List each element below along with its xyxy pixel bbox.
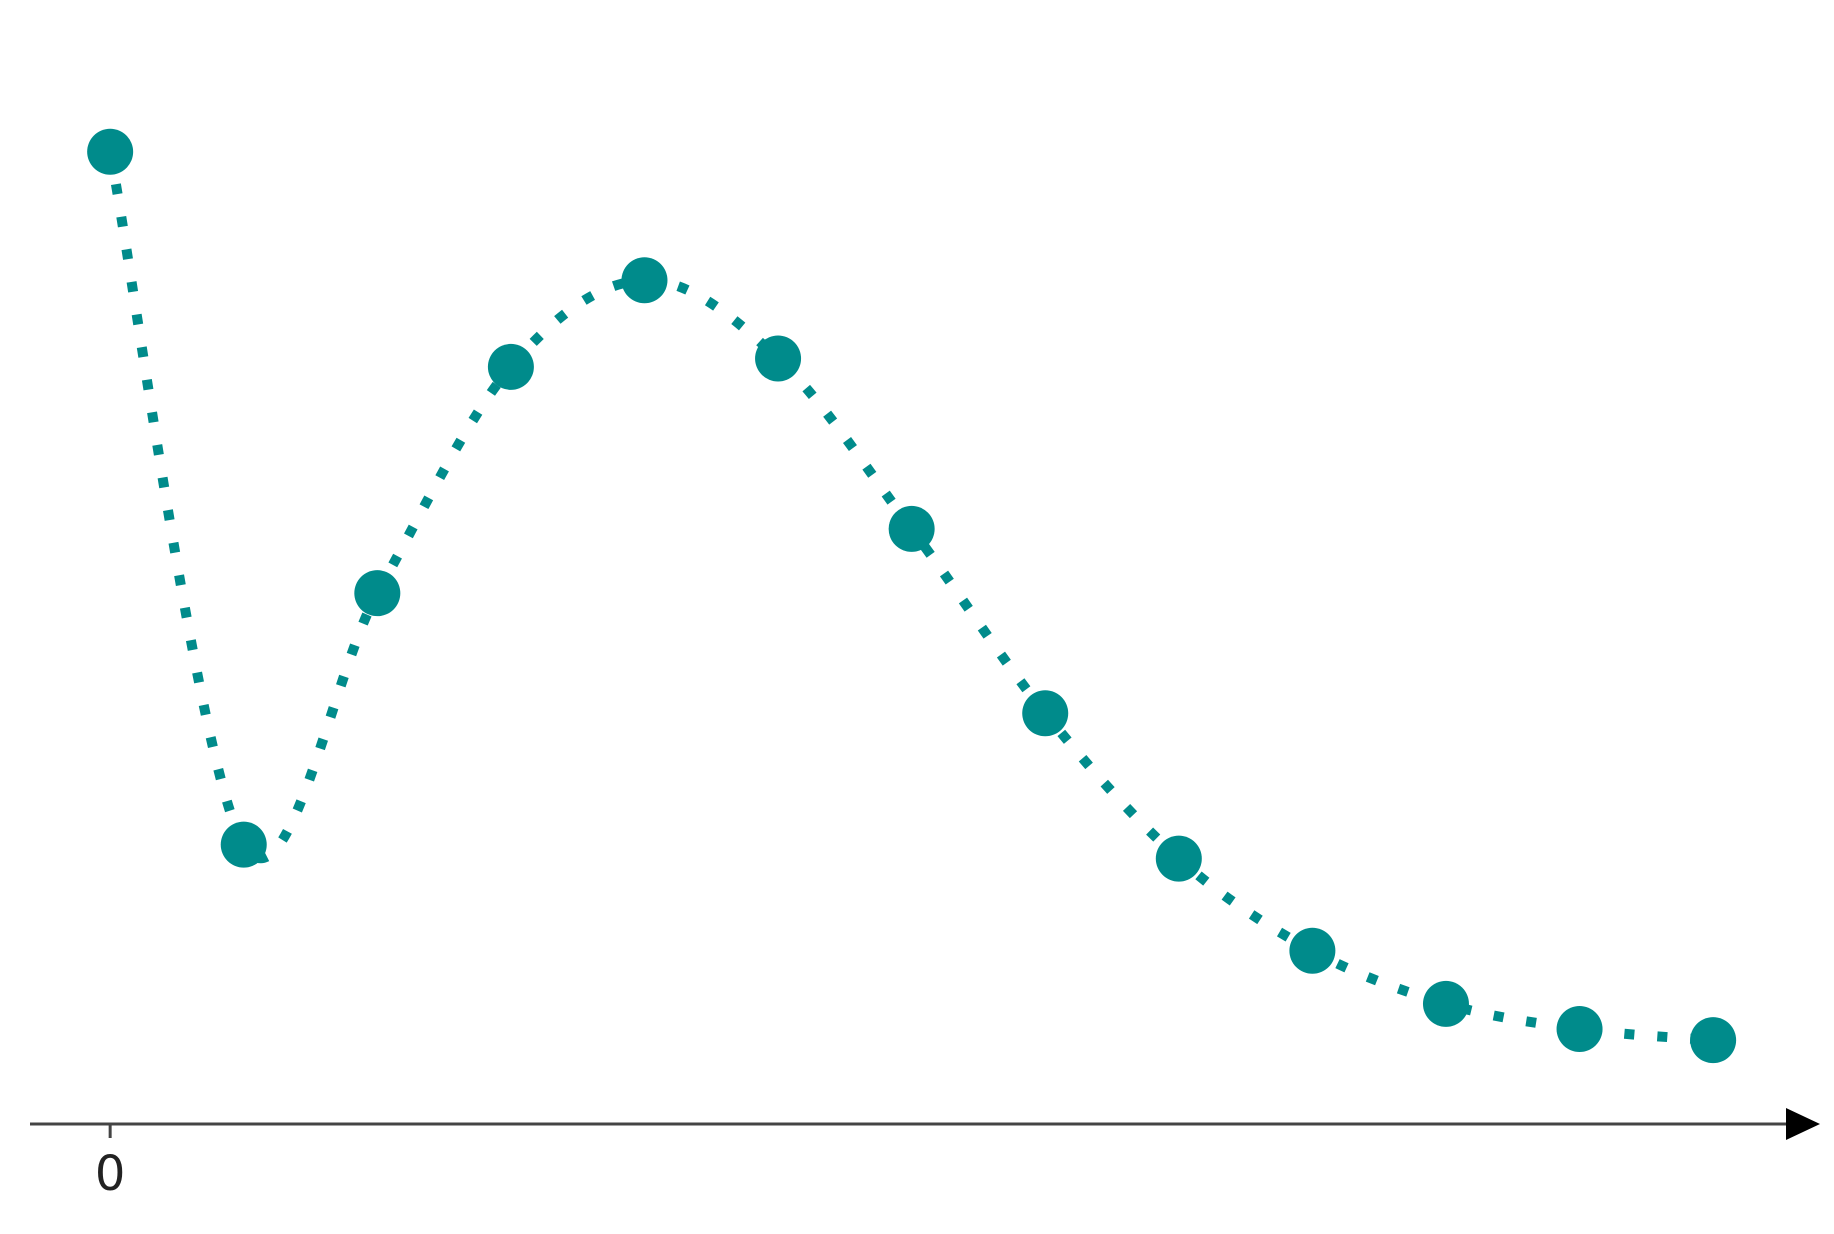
data-point	[755, 335, 802, 382]
data-point	[220, 821, 267, 868]
data-point	[1422, 980, 1469, 1027]
data-point	[1556, 1006, 1603, 1053]
data-point	[1155, 835, 1202, 882]
data-point	[1022, 690, 1069, 737]
data-point	[1289, 927, 1336, 974]
data-point	[1690, 1017, 1737, 1064]
data-point	[888, 505, 935, 552]
data-point	[87, 128, 134, 175]
x-tick-label: 0	[95, 1146, 126, 1202]
x-axis: 0	[30, 1108, 1820, 1202]
data-point	[354, 570, 401, 617]
data-point	[487, 343, 534, 390]
data-point	[621, 257, 668, 304]
plot-area	[87, 128, 1737, 1064]
data-points	[87, 128, 1737, 1064]
x-ticks: 0	[95, 1124, 126, 1202]
series-line	[105, 150, 1714, 1046]
x-axis-arrow-icon	[1786, 1108, 1820, 1140]
